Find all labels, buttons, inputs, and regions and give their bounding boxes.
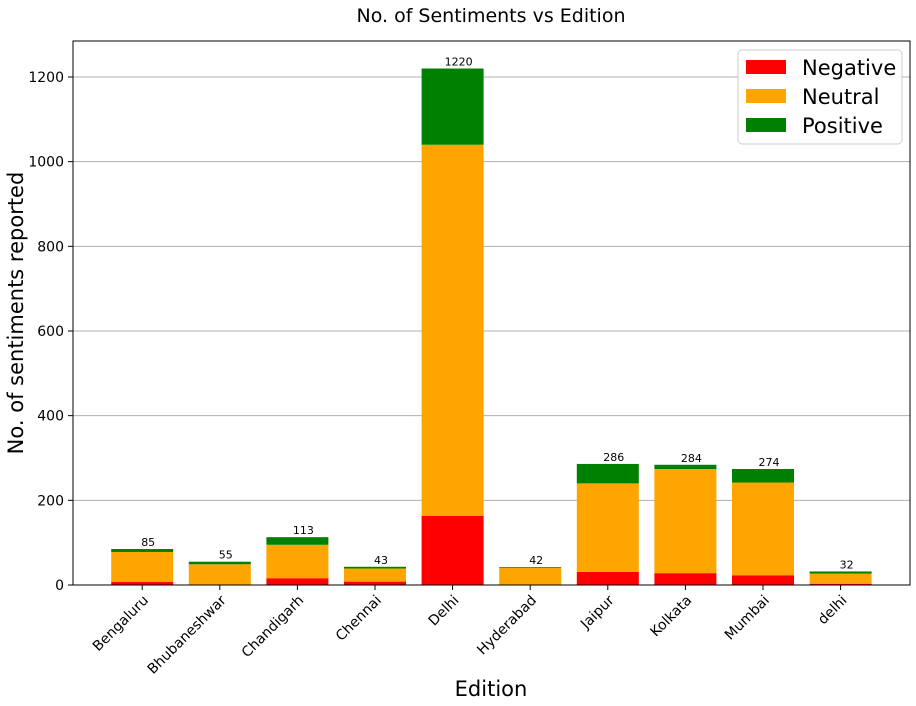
legend-label: Negative <box>802 56 896 80</box>
bar-positive-bengaluru <box>111 549 174 552</box>
chart-title: No. of Sentiments vs Edition <box>356 5 625 27</box>
bar-neutral-hyderabad <box>499 568 562 585</box>
bar-neutral-mumbai <box>732 482 794 576</box>
y-tick-label: 400 <box>37 409 64 425</box>
x-tick-label: Hyderabad <box>474 593 540 659</box>
bar-neutral-jaipur <box>576 483 639 572</box>
bar-negative-chandigarh <box>266 578 329 585</box>
bar-positive-delhi <box>421 68 484 145</box>
total-label: 113 <box>293 524 314 537</box>
legend-label: Positive <box>802 114 883 138</box>
legend-label: Neutral <box>802 85 880 109</box>
x-tick-label: Jaipur <box>577 592 618 633</box>
total-label: 43 <box>374 554 388 567</box>
x-tick-label: Delhi <box>426 593 463 630</box>
bar-positive-mumbai <box>732 469 794 483</box>
bar-neutral-chennai <box>344 568 406 582</box>
total-label: 1220 <box>445 56 473 69</box>
bar-positive-hyderabad <box>499 567 562 569</box>
x-tick-label: Chennai <box>333 593 385 645</box>
x-tick-label: Chandigarh <box>239 593 307 661</box>
bar-neutral-delhi <box>809 573 872 584</box>
total-label: 284 <box>681 452 702 465</box>
total-label: 274 <box>759 456 780 469</box>
x-tick-label: Bhubaneshwar <box>145 592 230 677</box>
y-tick-label: 800 <box>37 239 64 255</box>
y-ticks: 0 200 400 600 800 1000 1200 <box>28 70 73 594</box>
bar-negative-delhi <box>421 515 484 585</box>
plot-frame <box>72 40 911 586</box>
x-tick-label: Mumbai <box>722 593 773 644</box>
bar-positive-chennai <box>344 566 406 569</box>
bar-negative-bengaluru <box>111 582 174 585</box>
y-tick-label: 600 <box>37 324 64 340</box>
bar-negative-delhi <box>809 583 872 585</box>
bar-negative-mumbai <box>732 575 794 585</box>
total-label: 32 <box>840 558 854 571</box>
bar-neutral-delhi <box>421 144 484 516</box>
bar-positive-chandigarh <box>266 537 329 545</box>
bar-negative-chennai <box>344 581 406 585</box>
y-tick-label: 0 <box>55 578 64 594</box>
x-tick-label: Bengaluru <box>90 593 152 655</box>
total-label: 85 <box>141 536 155 549</box>
legend-swatch-negative <box>746 60 786 74</box>
bars <box>111 68 872 585</box>
bar-positive-kolkata <box>654 464 717 470</box>
bar-negative-jaipur <box>576 571 639 585</box>
bar-neutral-bengaluru <box>111 551 174 583</box>
total-label: 55 <box>219 549 233 562</box>
bar-positive-bhubaneshwar <box>188 561 251 565</box>
y-tick-label: 200 <box>37 493 64 509</box>
y-tick-label: 1200 <box>28 70 64 86</box>
bar-neutral-kolkata <box>654 469 717 574</box>
bar-neutral-bhubaneshwar <box>188 564 251 585</box>
total-label: 42 <box>529 554 543 567</box>
bar-neutral-chandigarh <box>266 544 329 579</box>
y-tick-label: 1000 <box>28 155 64 171</box>
x-axis-label: Edition <box>455 677 528 701</box>
bar-negative-kolkata <box>654 573 717 585</box>
x-tick-label: delhi <box>815 593 850 628</box>
legend-swatch-neutral <box>746 89 786 103</box>
bar-positive-jaipur <box>576 463 639 484</box>
y-axis-label: No. of sentiments reported <box>4 172 28 455</box>
x-tick-label: Kolkata <box>648 593 696 641</box>
total-labels: 85 55 113 43 1220 42 286 284 274 32 <box>141 56 853 572</box>
legend: Negative Neutral Positive <box>737 49 903 145</box>
bar-positive-delhi <box>809 571 872 574</box>
legend-swatch-positive <box>746 118 786 132</box>
total-label: 286 <box>603 451 624 464</box>
